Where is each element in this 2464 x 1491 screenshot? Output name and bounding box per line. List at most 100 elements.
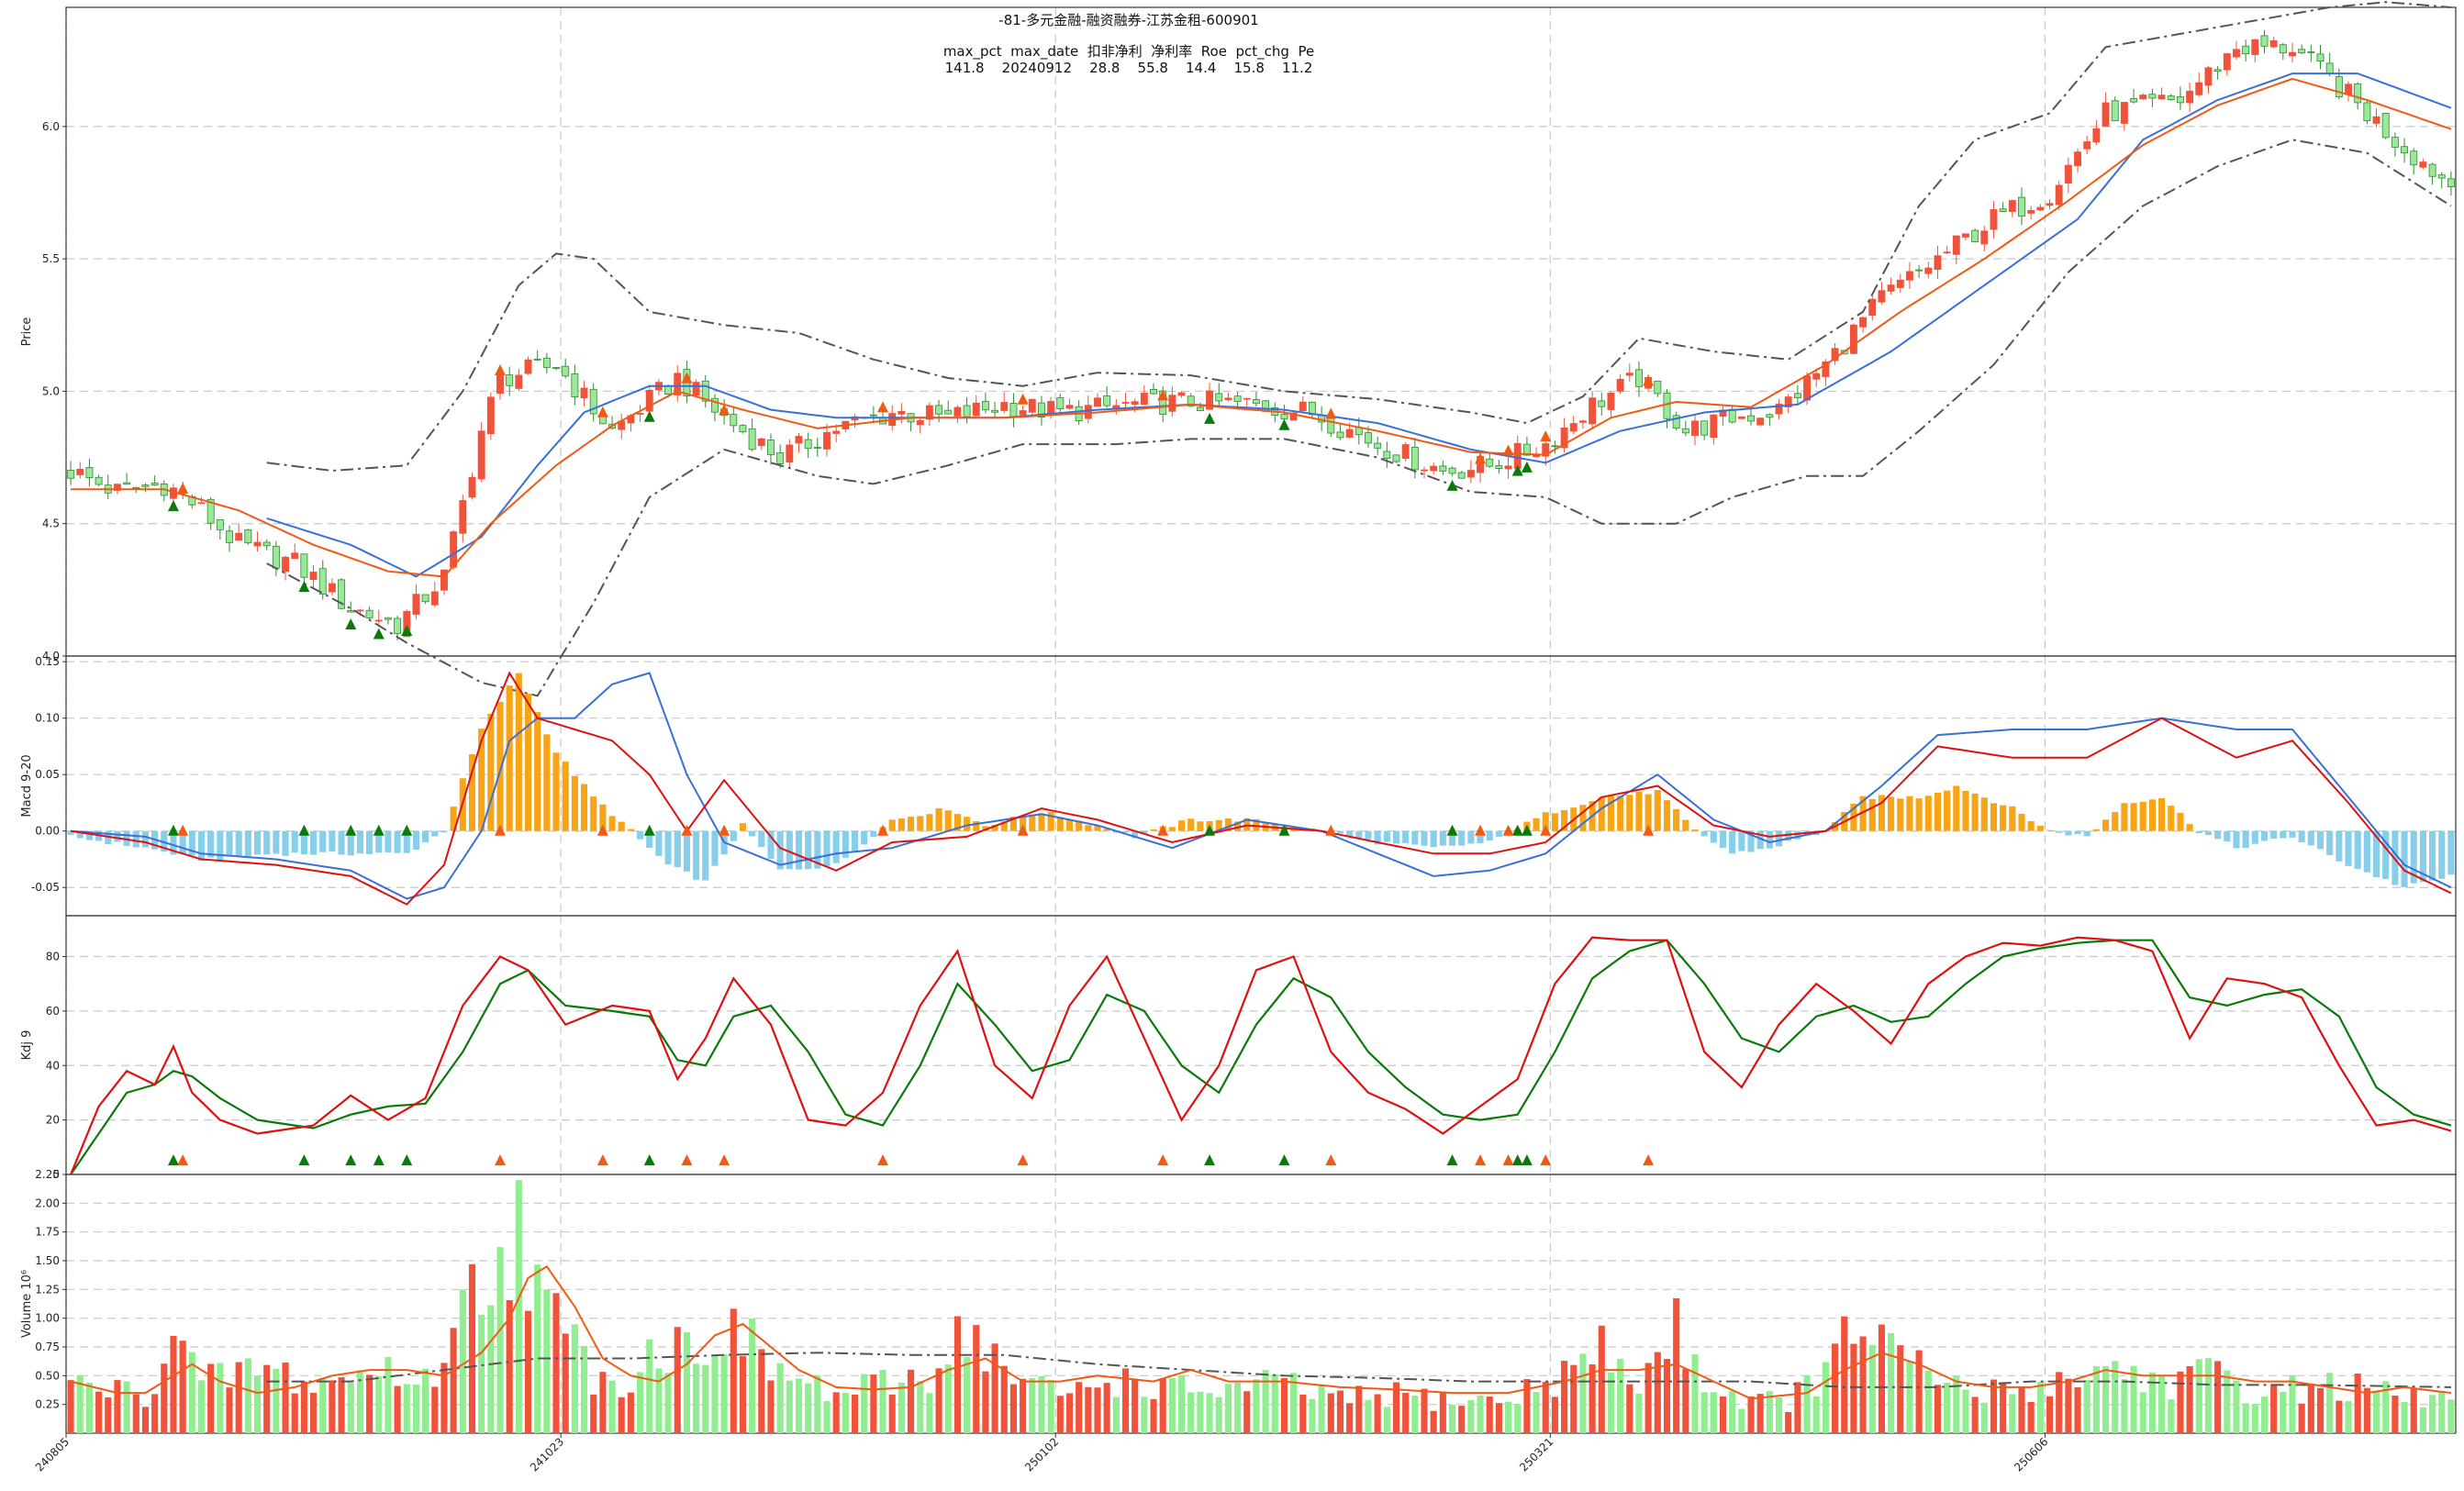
volume-bar [730, 1308, 737, 1433]
volume-bar [1626, 1384, 1633, 1433]
volume-bar [1243, 1391, 1251, 1433]
volume-bar [1309, 1398, 1316, 1433]
macd-buy-marker [877, 824, 889, 836]
vol-ma-long-line [266, 1352, 2451, 1388]
candle-body [1439, 465, 1447, 472]
macd-hist-bar [506, 685, 513, 831]
candle-body [981, 401, 989, 411]
candle-body [2345, 83, 2352, 95]
y-tick-label: 1.25 [35, 1283, 60, 1296]
candle-body [151, 483, 159, 485]
candle-body [2102, 102, 2110, 128]
macd-hist-bar [683, 830, 690, 872]
dea-line [70, 671, 2452, 906]
macd-hist-bar [1785, 830, 1792, 841]
y-tick-label: 5.5 [42, 252, 60, 265]
macd-hist-bar [1551, 813, 1558, 831]
candle-body [2298, 49, 2306, 54]
volume-bar [76, 1374, 84, 1433]
macd-hist-bar [76, 830, 84, 839]
kdj-buy-marker [596, 1154, 608, 1166]
macd-hist-bar [2083, 830, 2090, 837]
volume-bar [1299, 1394, 1307, 1433]
volume-bar [1392, 1382, 1400, 1433]
buy-marker [1017, 393, 1029, 405]
macd-hist-bar [2204, 830, 2213, 836]
y-tick-label: 60 [46, 1005, 60, 1018]
candle-body [1019, 410, 1027, 416]
candle-body [2148, 94, 2157, 99]
candle-body [2307, 51, 2315, 53]
macd-hist-bar [1673, 808, 1680, 831]
candle-body [2204, 67, 2213, 86]
panel-frame [65, 1174, 2457, 1434]
candle-body [1430, 465, 1438, 472]
macd-hist-bar [1085, 825, 1092, 831]
candle-body [394, 618, 402, 634]
volume-bar [1215, 1396, 1222, 1433]
macd-hist-bar [1645, 794, 1652, 831]
candle-body [1336, 431, 1344, 439]
macd-hist-bar [1336, 830, 1344, 834]
macd-hist-bar [1738, 830, 1745, 851]
candle-body [1084, 405, 1092, 419]
volume-bar [1402, 1393, 1410, 1433]
candle-body [1206, 390, 1214, 410]
macd-hist-bar [1663, 800, 1671, 831]
candle-body [384, 617, 392, 620]
candle-body [898, 410, 906, 415]
kdj-sell-marker [1521, 1154, 1533, 1166]
macd-hist-bar [2401, 830, 2408, 887]
candle-body [2316, 53, 2325, 61]
volume-bar [1645, 1363, 1652, 1433]
sell-marker [373, 628, 385, 640]
macd-hist-bar [487, 713, 495, 831]
y-axis-label: Volume 10⁶ [20, 1270, 34, 1338]
candle-body [1299, 401, 1307, 411]
volume-bar [273, 1368, 280, 1433]
candle-body [1168, 395, 1176, 412]
candle-body [468, 476, 476, 498]
candle-body [1822, 361, 1830, 377]
candle-body [2354, 83, 2362, 104]
volume-bar [217, 1363, 224, 1433]
candle-body [1803, 375, 1812, 401]
volume-bar [375, 1375, 383, 1433]
volume-bar [1448, 1404, 1456, 1433]
macd-buy-marker [719, 824, 730, 836]
volume-bar [1700, 1392, 1708, 1433]
macd-hist-bar [385, 830, 392, 853]
candle-body [701, 380, 709, 402]
sell-marker [298, 581, 310, 593]
candle-body [1522, 443, 1531, 456]
y-tick-label: 4.0 [42, 650, 60, 662]
volume-bar [2083, 1379, 2090, 1433]
macd-hist-bar [982, 826, 989, 831]
volume-bar [2410, 1388, 2417, 1433]
macd-hist-bar [1654, 790, 1661, 831]
macd-hist-bar [1607, 796, 1615, 831]
kdj-sell-marker [401, 1154, 413, 1166]
volume-bar [1812, 1396, 1820, 1433]
candle-body [2419, 161, 2427, 168]
candle-body [440, 569, 448, 591]
macd-hist-bar [888, 819, 896, 831]
candle-body [2335, 76, 2343, 97]
macd-sell-marker [1521, 824, 1533, 836]
macd-hist-bar [1168, 827, 1176, 831]
y-tick-label: 0.05 [35, 768, 60, 781]
macd-hist-bar [655, 830, 663, 856]
candle-body [1663, 392, 1671, 419]
volume-bar [2158, 1376, 2166, 1433]
candle-body [1868, 298, 1877, 317]
macd-hist-bar [2251, 830, 2258, 844]
candle-body [141, 484, 150, 487]
macd-hist-bar [394, 830, 401, 853]
candle-body [272, 545, 280, 569]
macd-hist-bar [1924, 796, 1932, 831]
candle-body [1187, 395, 1195, 407]
macd-hist-bar [2139, 801, 2146, 831]
volume-bar [953, 1316, 961, 1433]
volume-bar [412, 1384, 420, 1433]
candle-body [1747, 415, 1755, 422]
